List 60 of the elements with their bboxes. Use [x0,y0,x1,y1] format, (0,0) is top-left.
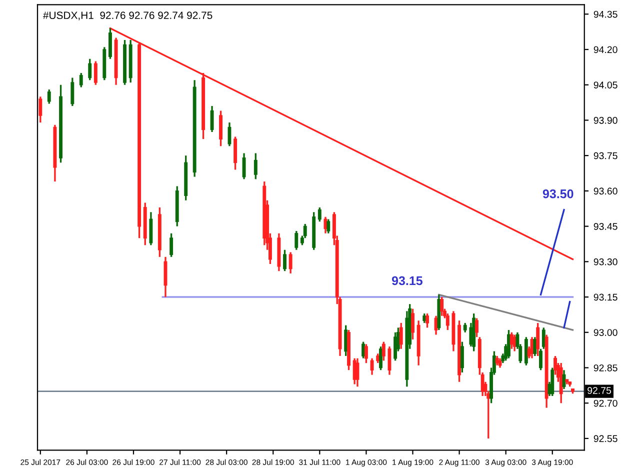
y-tick-label: 92.70 [594,400,618,407]
annotation: 93.15 [392,276,422,286]
candlestick [536,322,540,357]
candlestick [242,152,246,180]
candlestick [426,312,430,328]
candlestick [79,72,83,88]
candlestick [219,110,222,147]
candlestick [352,357,356,386]
candlestick [495,355,499,366]
y-tick-label: 92.55 [594,435,618,442]
candlestick [463,322,467,334]
candlestick [294,230,298,251]
candlestick [446,312,450,331]
y-tick-label: 92.85 [594,364,618,372]
candlestick [88,58,92,81]
y-tick-label: 93.30 [594,258,618,266]
candlestick [533,336,537,357]
candlestick [234,136,238,171]
y-tick-label: 93.60 [594,188,618,195]
candlestick [318,206,322,222]
y-tick-label: 93.45 [594,223,618,230]
candlestick [364,343,368,364]
candlestick [108,27,112,60]
candlestick [498,357,502,369]
candlestick [411,308,414,340]
candlestick [70,76,74,107]
annotation: 93.50 [542,189,574,198]
y-tick-label: 93.15 [594,294,618,301]
candlestick [382,340,386,362]
candlestick [379,346,382,371]
y-tick-label: 94.35 [594,10,618,18]
candlestick [288,251,292,274]
candlestick [507,329,510,360]
candlestick [475,317,478,338]
ref-line-label: 92.75 [588,387,612,394]
candlestick [170,232,174,258]
candlestick [399,322,403,350]
candlestick [362,340,366,360]
candlestick [210,105,214,133]
candlestick [38,96,42,124]
candlestick [539,348,542,371]
candlestick [370,357,374,376]
candlestick [542,326,546,350]
candlestick [394,332,398,362]
candlestick [149,211,153,246]
candlestick [326,218,330,234]
y-tick-label: 93.75 [594,152,618,160]
candlestick [524,336,528,366]
y-tick-label: 93.00 [594,329,618,336]
candlestick [94,60,98,86]
candlestick [550,366,554,397]
candlestick [460,340,464,374]
candlestick [440,296,444,317]
candlestick [254,152,258,180]
y-tick-label: 94.05 [594,82,618,88]
y-tick-label: 94.20 [594,46,618,54]
text: #USDX,H1 92.76 92.76 92.74 92.75 [43,12,212,20]
y-tick-label: 93.90 [594,116,618,124]
candlestick [47,88,51,105]
candlestick [283,249,286,272]
